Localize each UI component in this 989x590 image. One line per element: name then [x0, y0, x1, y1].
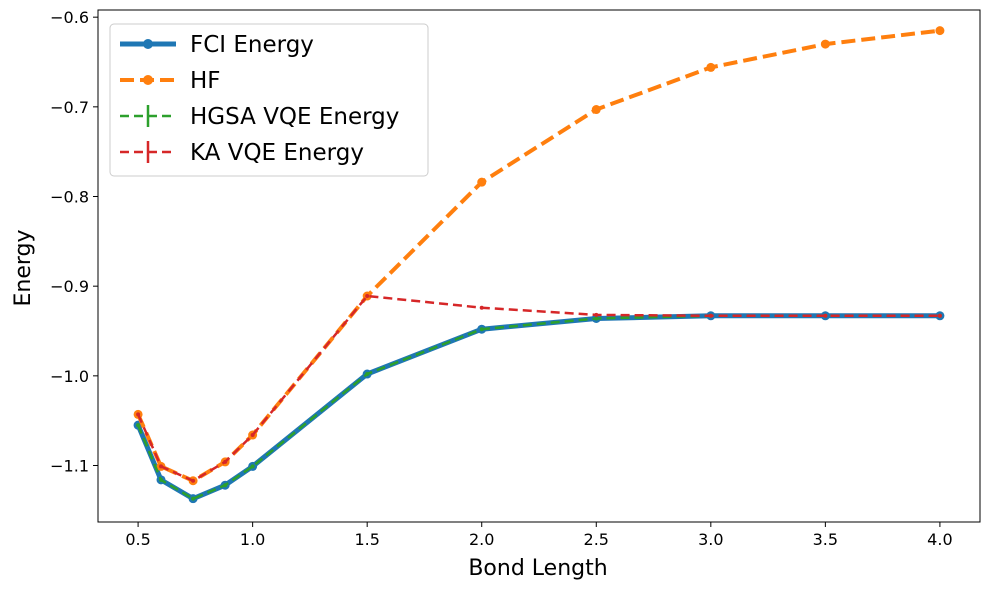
- data-point-hf: [706, 62, 716, 72]
- data-point-hgsa-vqe-energy: [191, 496, 196, 501]
- data-point-ka-vqe-energy: [823, 313, 828, 318]
- data-point-hgsa-vqe-energy: [594, 316, 599, 321]
- legend: FCI Energy HF HGSA VQE Energy KA VQE Energy: [109, 23, 429, 177]
- data-point-hf: [477, 177, 487, 187]
- data-point-ka-vqe-energy: [365, 294, 370, 299]
- data-point-hf: [935, 26, 945, 36]
- y-axis-ticks: −1.1 −1.0 −0.9 −0.8 −0.7 −0.6: [50, 8, 98, 476]
- data-point-ka-vqe-energy: [136, 412, 141, 417]
- data-point-hf: [591, 105, 601, 115]
- x-tick-label: 4.0: [927, 530, 952, 549]
- data-point-ka-vqe-energy: [708, 313, 713, 318]
- data-point-hgsa-vqe-energy: [223, 483, 228, 488]
- x-tick-label: 3.0: [698, 530, 723, 549]
- x-tick-label: 3.5: [813, 530, 838, 549]
- x-axis-ticks: 0.5 1.0 1.5 2.0 2.5 3.0 3.5 4.0: [125, 522, 953, 549]
- series-line-ka-vqe-energy: [136, 294, 940, 483]
- x-tick-label: 2.0: [469, 530, 494, 549]
- legend-label-fci-energy: FCI Energy: [190, 32, 314, 58]
- plot-area: [97, 9, 981, 523]
- data-point-hgsa-vqe-energy: [159, 477, 163, 482]
- legend-label-ka-vqe-energy: KA VQE Energy: [190, 140, 364, 166]
- data-point-ka-vqe-energy: [937, 313, 942, 318]
- legend-box: [109, 23, 429, 177]
- legend-label-hgsa-vqe-energy: HGSA VQE Energy: [190, 104, 399, 130]
- data-point-ka-vqe-energy: [250, 433, 255, 438]
- legend-marker-hf: [143, 75, 153, 85]
- data-point-hgsa-vqe-energy: [479, 327, 484, 332]
- y-axis-label: Energy: [11, 229, 36, 306]
- legend-marker-fci-energy: [143, 39, 153, 49]
- data-point-hgsa-vqe-energy: [250, 464, 255, 469]
- data-point-ka-vqe-energy: [479, 305, 484, 310]
- data-point-hgsa-vqe-energy: [365, 372, 370, 377]
- y-tick-label: −0.6: [50, 8, 89, 27]
- data-point-ka-vqe-energy: [594, 312, 599, 317]
- x-tick-label: 1.0: [240, 530, 265, 549]
- x-axis-label: Bond Length: [468, 556, 607, 581]
- data-point-hgsa-vqe-energy: [136, 423, 141, 428]
- data-point-hf: [820, 39, 830, 49]
- y-tick-label: −0.7: [50, 98, 89, 117]
- plot-frame: [97, 9, 981, 523]
- data-point-ka-vqe-energy: [159, 464, 163, 469]
- data-point-ka-vqe-energy: [223, 459, 228, 464]
- x-tick-label: 2.5: [584, 530, 609, 549]
- x-tick-label: 0.5: [125, 530, 150, 549]
- y-tick-label: −1.1: [50, 457, 89, 476]
- y-tick-label: −0.9: [50, 277, 89, 296]
- legend-label-hf: HF: [190, 68, 221, 94]
- series-ka-vqe-energy: [136, 294, 942, 483]
- y-tick-label: −0.8: [50, 188, 89, 207]
- x-tick-label: 1.5: [354, 530, 379, 549]
- data-point-ka-vqe-energy: [191, 478, 196, 483]
- y-tick-label: −1.0: [50, 367, 89, 386]
